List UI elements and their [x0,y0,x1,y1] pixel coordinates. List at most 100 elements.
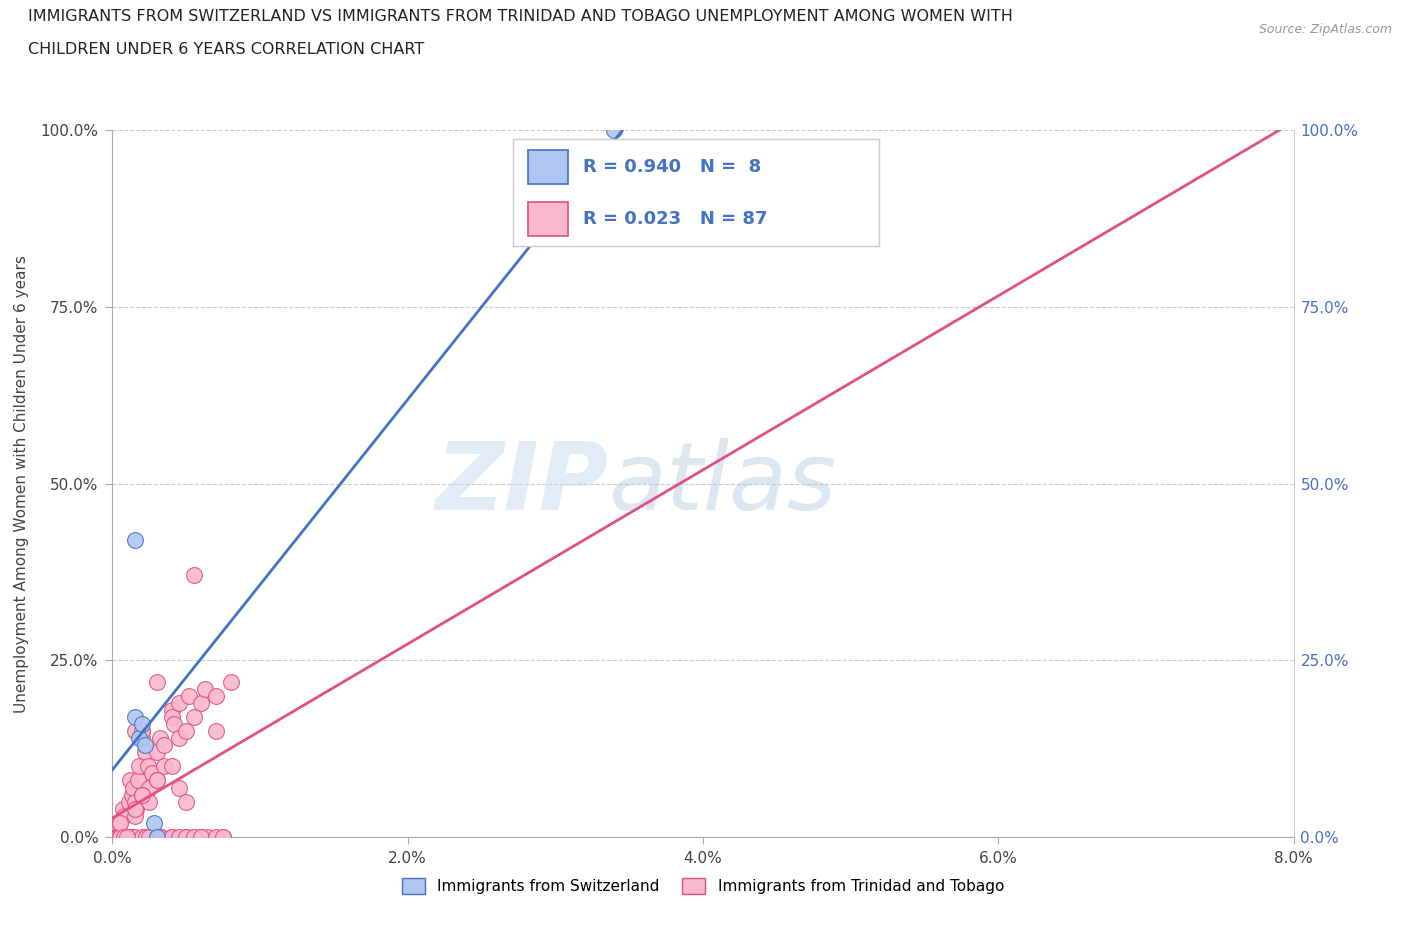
Point [118,794,141,809]
Point [108,830,131,844]
Point [146,773,169,788]
Point [160,830,183,844]
Point [111,830,134,844]
Text: atlas: atlas [609,438,837,529]
Point [108,816,131,830]
Point [111,802,134,817]
Point [110,830,132,844]
Point [167,731,190,746]
Point [183,830,205,844]
Point [131,787,153,802]
Point [153,759,176,774]
Point [138,794,160,809]
Text: Source: ZipAtlas.com: Source: ZipAtlas.com [1258,23,1392,36]
Point [160,702,183,717]
FancyBboxPatch shape [527,151,568,184]
Point [120,830,142,844]
Point [160,759,183,774]
Point [121,830,143,844]
Point [183,568,205,583]
Point [124,710,146,724]
Point [603,123,626,138]
Point [174,830,197,844]
Text: IMMIGRANTS FROM SWITZERLAND VS IMMIGRANTS FROM TRINIDAD AND TOBAGO UNEMPLOYMENT : IMMIGRANTS FROM SWITZERLAND VS IMMIGRANT… [28,9,1012,24]
Point [128,731,150,746]
Point [146,830,169,844]
Point [138,780,160,795]
Point [127,773,149,788]
Point [212,830,235,844]
Point [179,688,201,703]
Point [174,724,197,738]
Point [124,794,146,809]
Point [124,830,146,844]
Legend: Immigrants from Switzerland, Immigrants from Trinidad and Tobago: Immigrants from Switzerland, Immigrants … [396,871,1010,900]
Point [150,830,173,844]
Point [146,745,169,760]
Point [138,830,160,844]
Point [167,696,190,711]
Point [190,830,212,844]
Point [135,830,157,844]
Point [134,737,156,752]
Point [205,724,228,738]
Y-axis label: Unemployment Among Women with Children Under 6 years: Unemployment Among Women with Children U… [14,255,30,712]
Point [104,830,127,844]
Point [167,830,190,844]
Point [190,696,212,711]
Point [128,759,150,774]
Point [124,802,146,817]
Point [160,710,183,724]
FancyBboxPatch shape [527,202,568,236]
Text: CHILDREN UNDER 6 YEARS CORRELATION CHART: CHILDREN UNDER 6 YEARS CORRELATION CHART [28,42,425,57]
Point [122,780,145,795]
Point [197,830,219,844]
Point [107,830,129,844]
Point [131,716,153,731]
Point [174,830,197,844]
Point [167,780,190,795]
Point [146,773,169,788]
Point [120,773,142,788]
Point [117,830,138,844]
Point [141,766,163,781]
Point [124,808,146,823]
Point [131,724,153,738]
Point [190,830,212,844]
Point [163,716,186,731]
Point [212,830,235,844]
Point [114,830,136,844]
Point [108,830,131,844]
Point [117,830,138,844]
Point [117,830,138,844]
Point [146,674,169,689]
Point [125,802,148,817]
Point [131,724,153,738]
Point [112,830,135,844]
Point [149,830,172,844]
Point [124,724,146,738]
Point [112,830,135,844]
Point [124,533,146,548]
Point [134,745,156,760]
Point [146,830,169,844]
Point [160,830,183,844]
Point [131,787,153,802]
Point [205,688,228,703]
Point [108,816,131,830]
Point [131,731,153,746]
Point [121,787,143,802]
Text: R = 0.940   N =  8: R = 0.940 N = 8 [582,158,761,177]
Point [174,830,197,844]
Point [183,710,205,724]
Point [190,830,212,844]
Point [105,830,128,844]
Point [153,737,176,752]
Text: R = 0.023   N = 87: R = 0.023 N = 87 [582,209,768,228]
Text: ZIP: ZIP [436,438,609,529]
Point [131,830,153,844]
Point [112,808,135,823]
Point [136,759,159,774]
Point [174,794,197,809]
Point [205,830,228,844]
